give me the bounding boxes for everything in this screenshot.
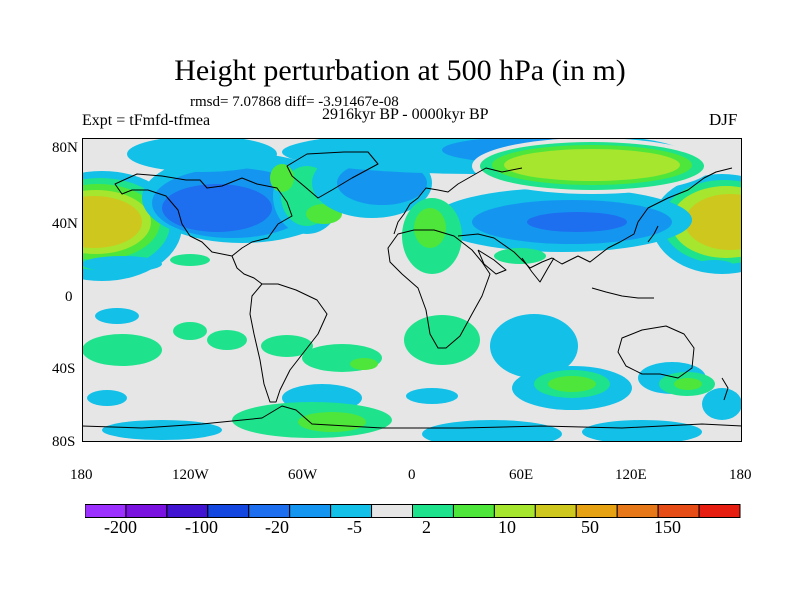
- colorbar-box: [657, 504, 700, 518]
- colorbar-box: [166, 504, 209, 518]
- coast-arabia: [477, 249, 507, 275]
- colorbar-label: -100: [185, 517, 218, 537]
- colorbar-box: [371, 504, 413, 518]
- lon-label-60e: 60E: [509, 467, 534, 483]
- coast-greenland: [286, 151, 379, 199]
- lon-label-180e: 180: [729, 467, 752, 483]
- map-frame: [82, 138, 742, 442]
- anomaly-antarctic: [102, 402, 702, 442]
- colorbar-label: 2: [422, 517, 431, 537]
- colorbar-box: [412, 504, 454, 518]
- colorbar-box: [452, 504, 495, 518]
- coast-north-america: [114, 173, 293, 257]
- coast-india: [521, 257, 555, 283]
- colorbar: [85, 504, 741, 518]
- experiment-label: Expt = tFmfd-tfmea: [82, 112, 211, 129]
- colorbar-box: [698, 504, 741, 518]
- lat-label-0: 0: [65, 289, 73, 305]
- colorbar-label: 150: [654, 517, 681, 537]
- colorbar-box: [493, 504, 536, 518]
- season-label: DJF: [709, 110, 738, 129]
- lon-label-120e: 120E: [615, 467, 647, 483]
- colorbar-box: [575, 504, 618, 518]
- colorbar-box: [289, 504, 332, 518]
- coast-australia: [617, 325, 695, 379]
- colorbar-box: [330, 504, 373, 518]
- colorbar-box: [616, 504, 659, 518]
- lon-label-180w: 180: [70, 467, 93, 483]
- colorbar-label: 50: [581, 517, 599, 537]
- coast-new-zealand: [721, 377, 729, 401]
- colorbar-label: 10: [498, 517, 516, 537]
- coast-africa: [387, 229, 491, 349]
- colorbar-box: [125, 504, 168, 518]
- period-label: 2916kyr BP - 0000kyr BP: [322, 106, 489, 123]
- lat-label-40s: 40S: [52, 361, 76, 377]
- coast-antarctica: [82, 405, 742, 429]
- anomaly-africa: [82, 198, 734, 274]
- coast-europe: [393, 167, 523, 235]
- lat-label-80s: 80S: [52, 434, 76, 450]
- lon-label-0: 0: [408, 467, 416, 483]
- colorbar-box: [85, 504, 127, 518]
- lat-label-80n: 80N: [52, 140, 78, 156]
- coast-indonesia: [591, 287, 654, 299]
- coast-south-america: [249, 283, 328, 403]
- colorbar-label: -200: [104, 517, 137, 537]
- stats-line: rmsd= 7.07868 diff= -3.91467e-08: [190, 94, 399, 110]
- plot-title: Height perturbation at 500 hPa (in m): [174, 54, 626, 87]
- lon-label-120w: 120W: [172, 467, 209, 483]
- coast-asia: [457, 167, 733, 269]
- colorbar-label: -20: [265, 517, 289, 537]
- coastlines: [82, 151, 742, 429]
- anomaly-map: [82, 138, 742, 442]
- colorbar-box: [248, 504, 291, 518]
- anomaly-arctic: [472, 138, 712, 194]
- lat-label-40n: 40N: [52, 216, 78, 232]
- lon-label-60w: 60W: [288, 467, 318, 483]
- colorbar-box: [207, 504, 250, 518]
- coast-central-america: [231, 255, 263, 285]
- coast-japan: [647, 225, 659, 243]
- colorbar-box: [534, 504, 577, 518]
- colorbar-label: -5: [347, 517, 362, 537]
